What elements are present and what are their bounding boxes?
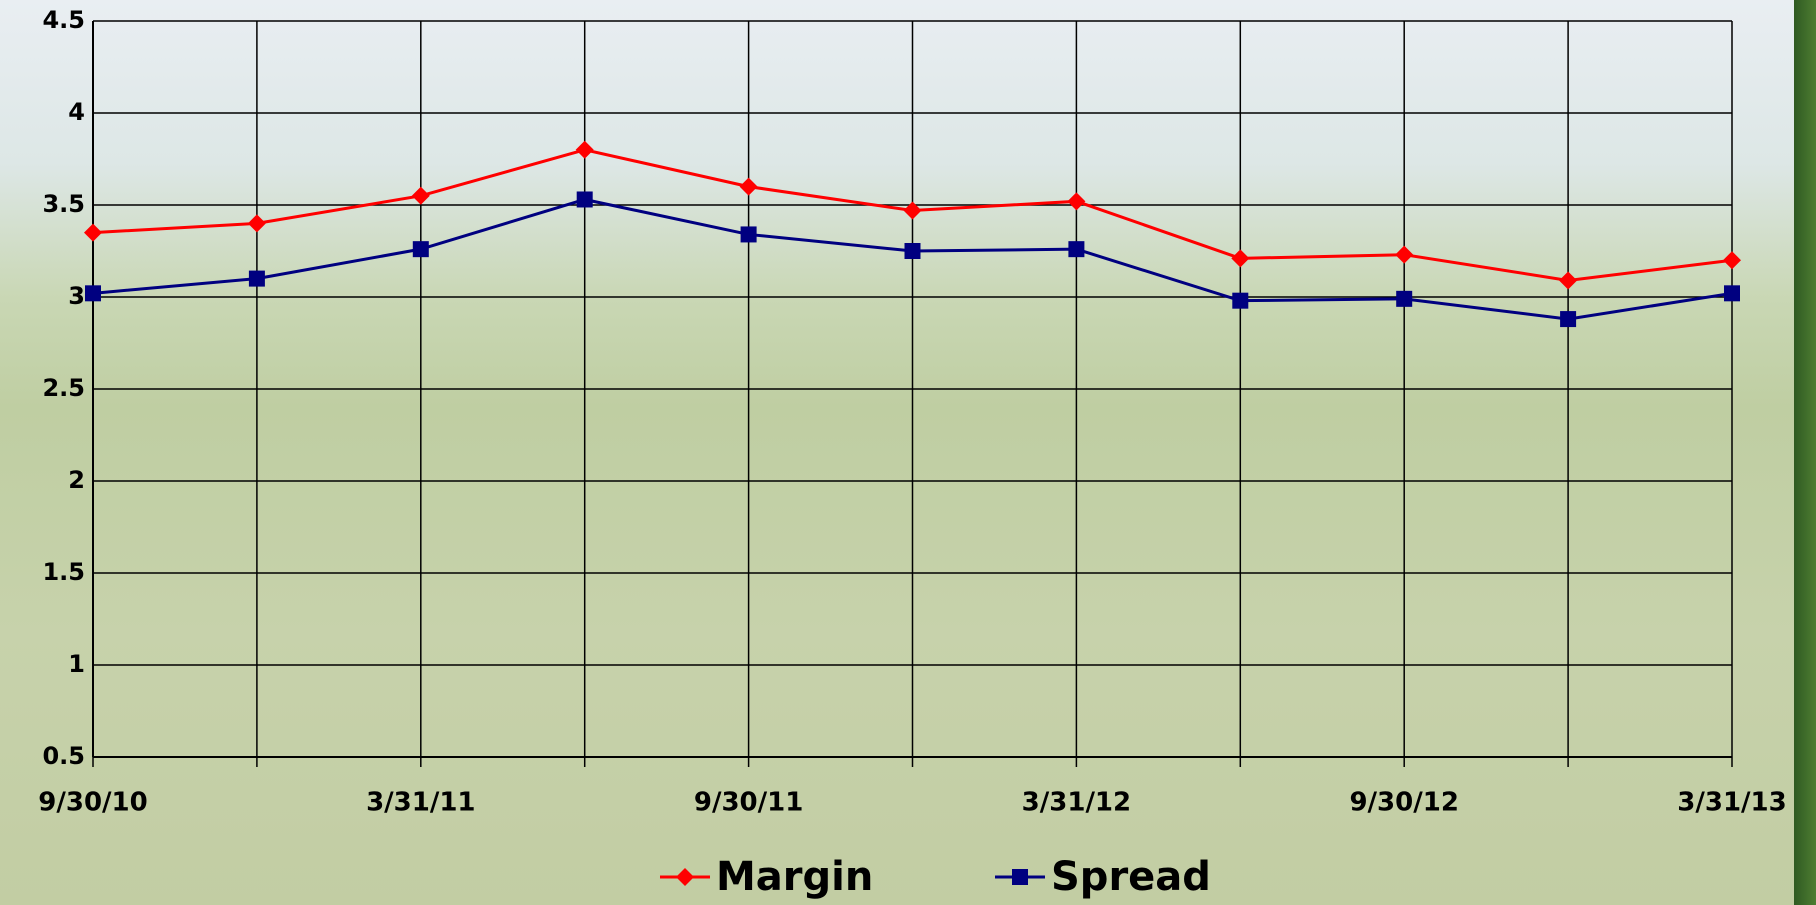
- legend-label: Spread: [1051, 854, 1211, 900]
- data-point: [1068, 241, 1085, 258]
- legend-marker: [676, 868, 694, 886]
- y-tick-label: 1: [68, 650, 85, 678]
- data-point: [247, 214, 266, 233]
- data-point: [739, 177, 758, 196]
- y-tick-label: 2: [68, 466, 85, 494]
- x-tick-label: 3/31/11: [366, 788, 475, 818]
- y-tick-label: 1.5: [42, 558, 85, 586]
- y-tick-label: 0.5: [42, 742, 85, 770]
- data-point: [85, 285, 101, 302]
- legend-label: Margin: [716, 854, 873, 900]
- data-point: [1232, 292, 1249, 309]
- data-point: [1231, 249, 1250, 268]
- data-point: [903, 201, 922, 220]
- data-point: [84, 223, 102, 242]
- data-point: [1395, 245, 1414, 264]
- x-tick-label: 3/31/13: [1677, 788, 1786, 818]
- x-tick-label: 9/30/11: [694, 788, 803, 818]
- y-tick-label: 2.5: [42, 374, 85, 402]
- x-tick-label: 9/30/10: [38, 788, 147, 818]
- x-tick-label: 3/31/12: [1022, 788, 1131, 818]
- y-tick-label: 4: [68, 98, 85, 126]
- y-tick-label: 3: [68, 282, 85, 310]
- data-point: [1723, 251, 1741, 270]
- data-point: [1724, 285, 1740, 302]
- data-point: [1560, 311, 1577, 328]
- data-point: [1067, 192, 1086, 211]
- data-point: [411, 186, 430, 205]
- data-point: [740, 226, 757, 243]
- data-point: [248, 270, 265, 287]
- data-point: [1396, 290, 1413, 307]
- data-point: [576, 191, 593, 208]
- data-point: [904, 243, 921, 259]
- edge-strip: [1794, 0, 1816, 905]
- x-tick-label: 9/30/12: [1349, 788, 1458, 818]
- data-point: [575, 140, 594, 159]
- y-tick-label: 3.5: [42, 190, 85, 218]
- legend-marker: [1012, 869, 1028, 885]
- data-point: [412, 241, 429, 258]
- y-tick-label: 4.5: [42, 6, 85, 34]
- data-point: [1559, 271, 1578, 290]
